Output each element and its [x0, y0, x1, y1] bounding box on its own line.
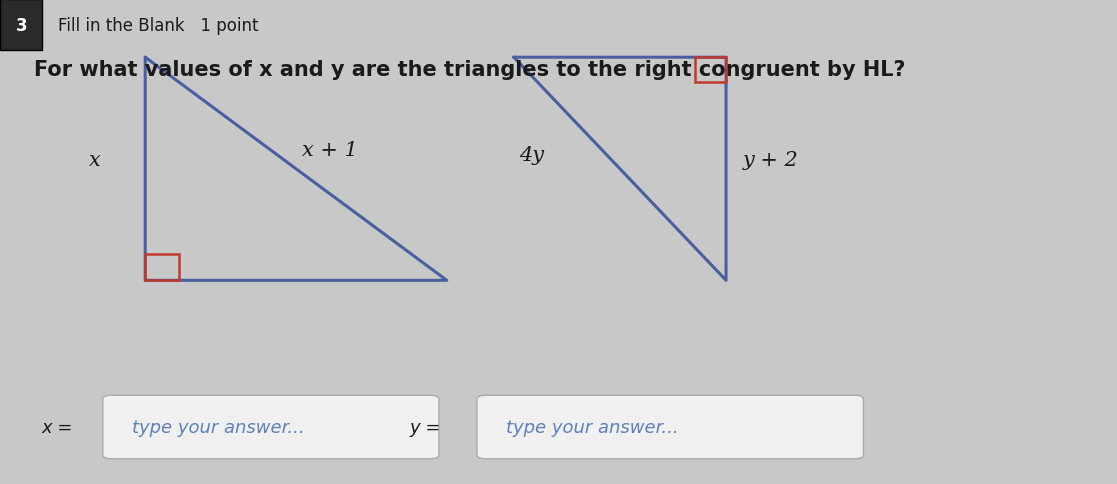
Text: Fill in the Blank   1 point: Fill in the Blank 1 point [58, 16, 258, 35]
Text: x =: x = [41, 418, 73, 437]
FancyBboxPatch shape [103, 395, 439, 459]
Text: type your answer...: type your answer... [132, 418, 305, 437]
Text: x + 1: x + 1 [302, 140, 357, 160]
Text: type your answer...: type your answer... [506, 418, 679, 437]
Text: 3: 3 [16, 16, 27, 35]
Bar [145, 254, 179, 281]
Text: y =: y = [410, 418, 441, 437]
Text: x: x [89, 150, 101, 169]
Bar [695, 58, 726, 83]
Text: 4y: 4y [519, 145, 544, 165]
Text: y + 2: y + 2 [743, 150, 799, 169]
Text: For what values of x and y are the triangles to the right congruent by HL?: For what values of x and y are the trian… [34, 60, 905, 80]
FancyBboxPatch shape [477, 395, 863, 459]
FancyBboxPatch shape [0, 0, 42, 51]
